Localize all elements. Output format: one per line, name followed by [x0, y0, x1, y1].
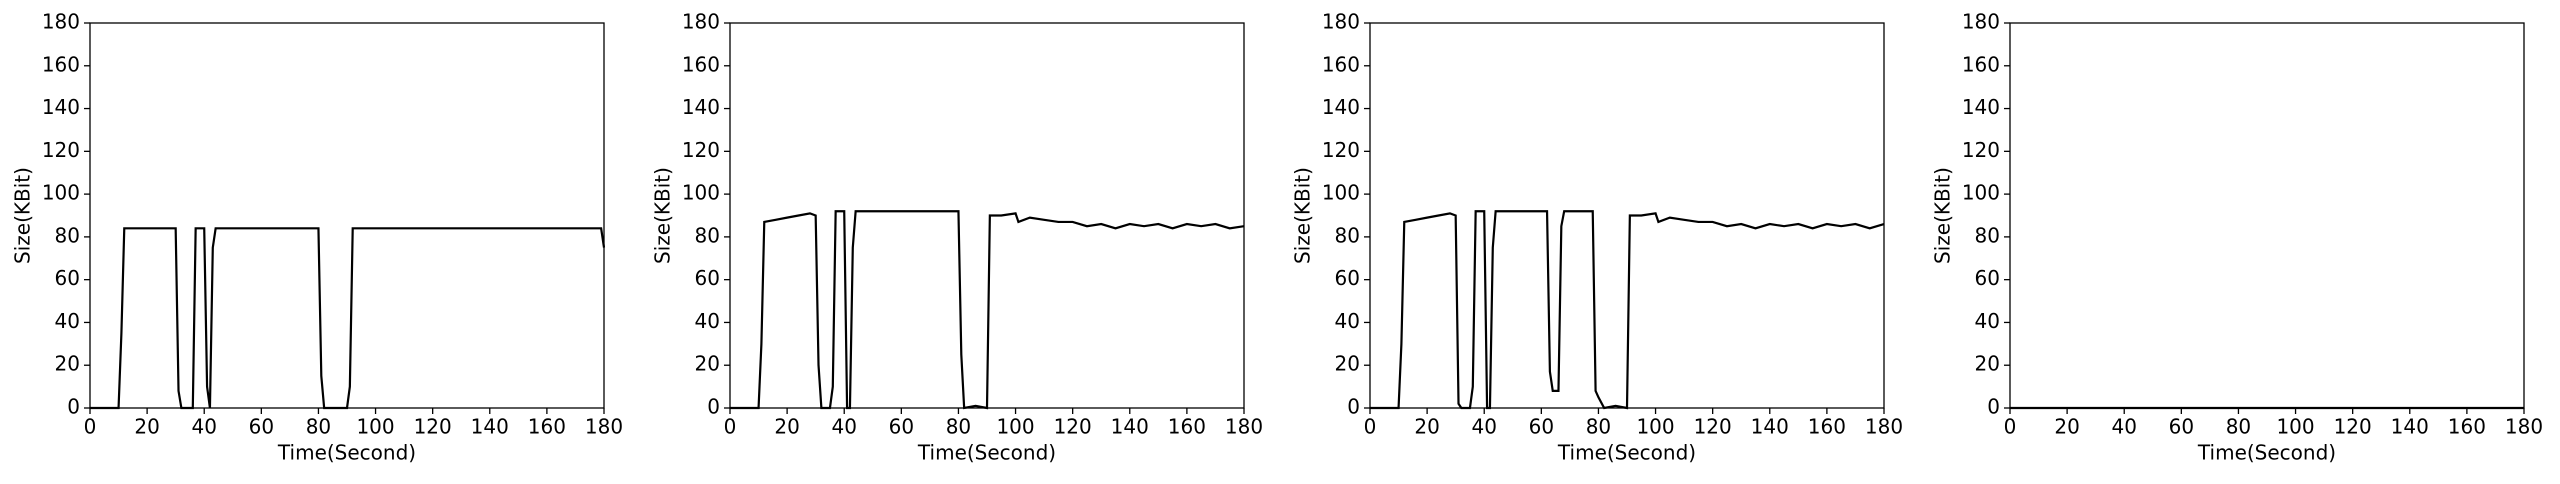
- y-tick-label: 100: [42, 181, 80, 205]
- x-tick-label: 140: [1111, 415, 1149, 439]
- x-tick-label: 120: [2334, 415, 2372, 439]
- y-tick-label: 20: [695, 352, 720, 376]
- y-tick-label: 140: [1962, 95, 2000, 119]
- x-tick-label: 40: [831, 415, 856, 439]
- x-tick-label: 20: [1414, 415, 1439, 439]
- y-tick-label: 140: [682, 95, 720, 119]
- axes-frame: [89, 22, 605, 409]
- y-tick-label: 100: [1322, 181, 1360, 205]
- x-tick-label: 40: [191, 415, 216, 439]
- axes-frame: [729, 22, 1245, 409]
- y-tick-label: 80: [1335, 223, 1360, 247]
- y-tick-label: 0: [1987, 395, 2000, 419]
- x-tick-label: 80: [2226, 415, 2251, 439]
- y-tick-label: 20: [1335, 352, 1360, 376]
- x-tick-label: 160: [1168, 415, 1206, 439]
- y-tick-label: 180: [42, 10, 80, 34]
- y-axis-label: Size(KBit): [1931, 167, 1955, 264]
- x-tick-label: 20: [134, 415, 159, 439]
- x-tick-label: 120: [1054, 415, 1092, 439]
- y-tick-label: 0: [67, 395, 80, 419]
- y-tick-label: 60: [1335, 266, 1360, 290]
- y-tick-label: 40: [1335, 309, 1360, 333]
- y-tick-label: 140: [42, 95, 80, 119]
- y-tick-label: 180: [1322, 10, 1360, 34]
- data-line: [730, 210, 1245, 410]
- x-tick-label: 100: [356, 415, 394, 439]
- x-tick-label: 0: [84, 415, 97, 439]
- x-tick-label: 0: [2004, 415, 2017, 439]
- axes-frame: [1369, 22, 1885, 409]
- y-tick-label: 40: [695, 309, 720, 333]
- x-tick-label: 160: [1808, 415, 1846, 439]
- x-tick-label: 0: [724, 415, 737, 439]
- y-tick-label: 0: [707, 395, 720, 419]
- y-tick-label: 100: [682, 181, 720, 205]
- y-tick-label: 60: [55, 266, 80, 290]
- y-tick-label: 80: [695, 223, 720, 247]
- y-tick-label: 40: [55, 309, 80, 333]
- x-tick-label: 40: [1471, 415, 1496, 439]
- x-tick-label: 180: [2505, 415, 2543, 439]
- y-tick-label: 120: [1962, 138, 2000, 162]
- y-tick-label: 0: [1347, 395, 1360, 419]
- x-tick-label: 0: [1364, 415, 1377, 439]
- axes-frame: [2009, 22, 2525, 409]
- x-axis-label: Time(Second): [277, 441, 416, 465]
- x-tick-label: 60: [249, 415, 274, 439]
- x-axis-label: Time(Second): [917, 441, 1056, 465]
- x-tick-label: 100: [996, 415, 1034, 439]
- y-tick-label: 160: [682, 52, 720, 76]
- y-tick-label: 120: [42, 138, 80, 162]
- y-tick-label: 120: [1322, 138, 1360, 162]
- y-tick-label: 60: [1975, 266, 2000, 290]
- y-tick-label: 80: [1975, 223, 2000, 247]
- y-tick-label: 160: [1962, 52, 2000, 76]
- x-tick-label: 140: [471, 415, 509, 439]
- data-line: [90, 227, 606, 410]
- x-tick-label: 160: [2448, 415, 2486, 439]
- x-tick-label: 120: [1694, 415, 1732, 439]
- y-tick-label: 140: [1322, 95, 1360, 119]
- x-tick-label: 100: [1636, 415, 1674, 439]
- y-tick-label: 100: [1962, 181, 2000, 205]
- y-tick-label: 160: [1322, 52, 1360, 76]
- x-tick-label: 80: [1586, 415, 1611, 439]
- x-tick-label: 140: [1751, 415, 1789, 439]
- x-tick-label: 60: [889, 415, 914, 439]
- x-tick-label: 60: [1529, 415, 1554, 439]
- y-tick-label: 120: [682, 138, 720, 162]
- x-tick-label: 180: [585, 415, 623, 439]
- x-tick-label: 20: [2054, 415, 2079, 439]
- x-tick-label: 60: [2169, 415, 2194, 439]
- x-tick-label: 140: [2391, 415, 2429, 439]
- x-tick-label: 40: [2111, 415, 2136, 439]
- y-axis-label: Size(KBit): [1291, 167, 1315, 264]
- x-axis-label: Time(Second): [2197, 441, 2336, 465]
- x-tick-label: 80: [306, 415, 331, 439]
- y-axis-label: Size(KBit): [11, 167, 35, 264]
- x-axis-label: Time(Second): [1557, 441, 1696, 465]
- y-tick-label: 180: [1962, 10, 2000, 34]
- x-tick-label: 180: [1865, 415, 1903, 439]
- y-tick-label: 20: [1975, 352, 2000, 376]
- x-tick-label: 20: [774, 415, 799, 439]
- y-tick-label: 60: [695, 266, 720, 290]
- y-tick-label: 160: [42, 52, 80, 76]
- x-tick-label: 180: [1225, 415, 1263, 439]
- y-tick-label: 80: [55, 223, 80, 247]
- y-tick-label: 20: [55, 352, 80, 376]
- y-tick-label: 180: [682, 10, 720, 34]
- y-tick-label: 40: [1975, 309, 2000, 333]
- x-tick-label: 100: [2276, 415, 2314, 439]
- x-tick-label: 120: [414, 415, 452, 439]
- y-axis-label: Size(KBit): [651, 167, 675, 264]
- data-line: [1370, 210, 1885, 410]
- x-tick-label: 160: [528, 415, 566, 439]
- x-tick-label: 80: [946, 415, 971, 439]
